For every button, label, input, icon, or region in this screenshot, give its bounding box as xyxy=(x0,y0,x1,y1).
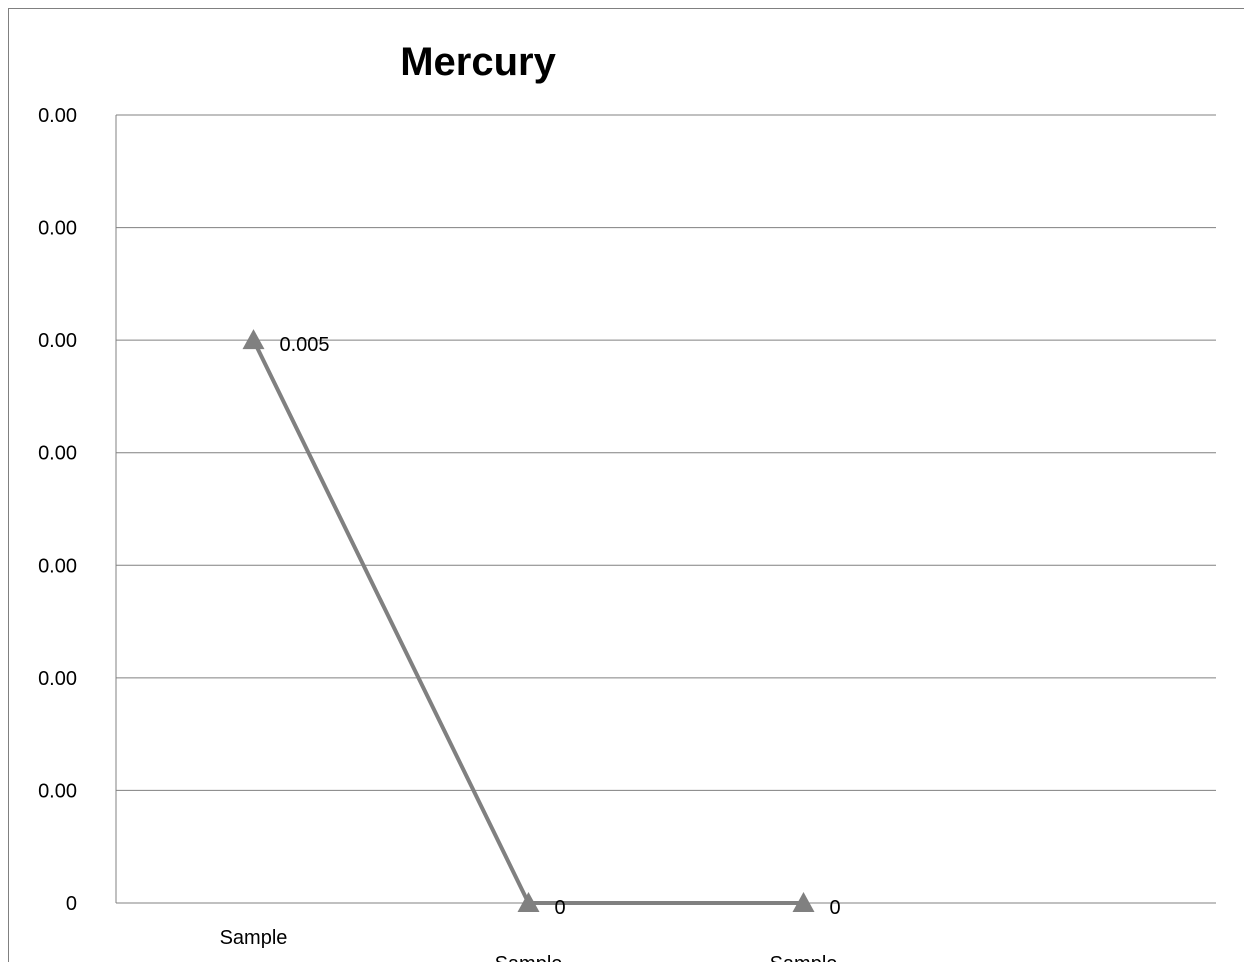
chart-title: Mercury xyxy=(400,40,556,84)
y-tick-label: 0.00 xyxy=(38,555,77,577)
y-tick-label: 0.00 xyxy=(38,780,77,802)
y-tick-label: 0 xyxy=(66,893,77,915)
y-tick-label: 0.00 xyxy=(38,668,77,690)
chart-border xyxy=(9,9,1244,963)
y-tick-label: 0.00 xyxy=(38,105,77,127)
y-tick-label: 0.00 xyxy=(38,330,77,352)
x-tick-label: Sample xyxy=(220,927,288,949)
data-label: 0 xyxy=(830,897,841,919)
y-tick-label: 0.00 xyxy=(38,218,77,240)
x-tick-label: Sample xyxy=(495,953,563,962)
data-label: 0 xyxy=(555,897,566,919)
y-tick-label: 0.00 xyxy=(38,443,77,465)
data-label: 0.005 xyxy=(280,334,330,356)
x-tick-label: Sample xyxy=(770,953,838,962)
